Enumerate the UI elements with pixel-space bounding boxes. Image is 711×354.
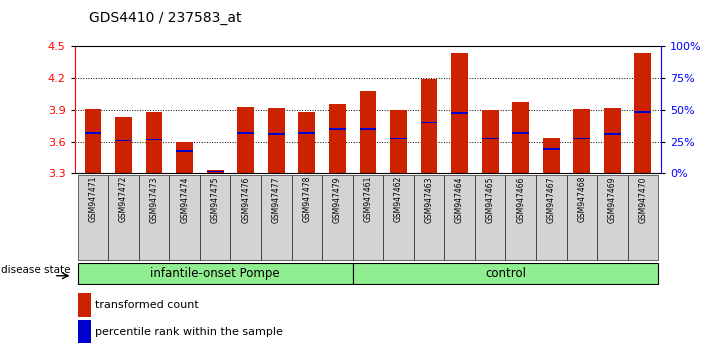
Bar <box>268 108 284 173</box>
Bar <box>85 132 102 134</box>
Bar <box>299 132 315 134</box>
Bar <box>536 175 567 260</box>
Text: disease state: disease state <box>1 265 71 275</box>
Text: GSM947465: GSM947465 <box>486 176 495 223</box>
Text: GSM947463: GSM947463 <box>424 176 434 223</box>
Text: infantile-onset Pompe: infantile-onset Pompe <box>150 267 280 280</box>
Text: transformed count: transformed count <box>95 300 199 310</box>
Bar <box>230 175 261 260</box>
Bar <box>573 138 590 139</box>
Bar <box>634 53 651 173</box>
Bar <box>115 117 132 173</box>
Bar <box>360 128 376 130</box>
Bar <box>414 175 444 260</box>
Text: GSM947479: GSM947479 <box>333 176 342 223</box>
Bar <box>322 175 353 260</box>
Text: GSM947462: GSM947462 <box>394 176 403 223</box>
Bar <box>292 175 322 260</box>
Bar <box>207 171 223 172</box>
Text: percentile rank within the sample: percentile rank within the sample <box>95 327 283 337</box>
Bar <box>78 320 91 343</box>
Text: GSM947461: GSM947461 <box>363 176 373 223</box>
Bar <box>573 109 590 173</box>
Bar <box>475 175 506 260</box>
Bar <box>176 150 193 152</box>
Bar <box>542 148 560 150</box>
Bar <box>207 170 223 173</box>
Bar <box>628 175 658 260</box>
Bar <box>329 128 346 130</box>
Bar <box>360 91 376 173</box>
Bar <box>115 140 132 141</box>
Bar <box>169 175 200 260</box>
Text: GSM947475: GSM947475 <box>210 176 220 223</box>
Bar <box>329 104 346 173</box>
Text: GSM947471: GSM947471 <box>88 176 97 223</box>
Bar <box>146 139 163 140</box>
Bar <box>108 175 139 260</box>
Bar <box>513 132 529 134</box>
Text: GDS4410 / 237583_at: GDS4410 / 237583_at <box>89 11 241 25</box>
Bar <box>451 112 468 114</box>
Bar <box>78 293 91 316</box>
Bar <box>85 109 102 173</box>
Bar <box>237 107 254 173</box>
Bar <box>77 263 353 284</box>
Bar <box>353 175 383 260</box>
Bar <box>604 133 621 135</box>
Text: GSM947469: GSM947469 <box>608 176 617 223</box>
Bar <box>139 175 169 260</box>
Text: GSM947464: GSM947464 <box>455 176 464 223</box>
Text: GSM947467: GSM947467 <box>547 176 556 223</box>
Bar <box>444 175 475 260</box>
Bar <box>421 79 437 173</box>
Bar <box>390 110 407 173</box>
Bar <box>482 138 498 139</box>
Text: GSM947478: GSM947478 <box>302 176 311 223</box>
Bar <box>482 110 498 173</box>
Bar <box>353 263 658 284</box>
Bar <box>597 175 628 260</box>
Text: GSM947472: GSM947472 <box>119 176 128 223</box>
Text: GSM947476: GSM947476 <box>241 176 250 223</box>
Text: control: control <box>485 267 526 280</box>
Bar <box>299 112 315 173</box>
Text: GSM947468: GSM947468 <box>577 176 587 223</box>
Bar <box>200 175 230 260</box>
Bar <box>383 175 414 260</box>
Bar <box>421 122 437 123</box>
Text: GSM947466: GSM947466 <box>516 176 525 223</box>
Bar <box>237 132 254 134</box>
Text: GSM947473: GSM947473 <box>149 176 159 223</box>
Bar <box>567 175 597 260</box>
Bar <box>77 175 108 260</box>
Bar <box>513 102 529 173</box>
Bar <box>390 138 407 139</box>
Bar <box>542 138 560 173</box>
Bar <box>268 133 284 135</box>
Text: GSM947470: GSM947470 <box>638 176 648 223</box>
Text: GSM947477: GSM947477 <box>272 176 281 223</box>
Bar <box>604 108 621 173</box>
Bar <box>506 175 536 260</box>
Bar <box>451 53 468 173</box>
Bar <box>261 175 292 260</box>
Bar <box>146 112 163 173</box>
Bar <box>176 142 193 173</box>
Text: GSM947474: GSM947474 <box>180 176 189 223</box>
Bar <box>634 111 651 113</box>
